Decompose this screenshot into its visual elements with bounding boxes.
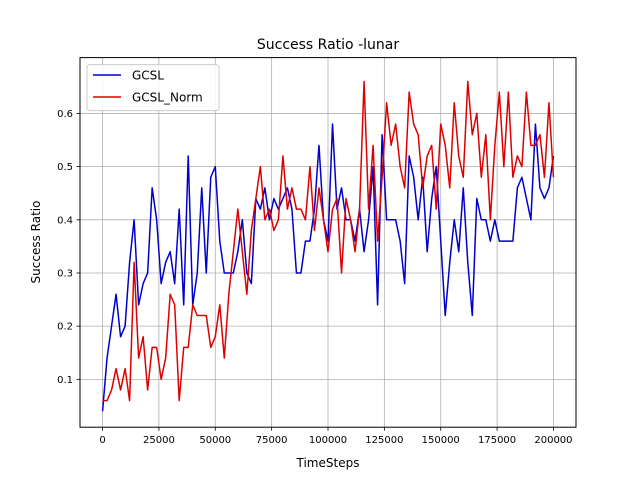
y-tick-label: 0.2	[57, 322, 73, 333]
y-tick-label: 0.5	[57, 162, 73, 173]
legend-box	[86, 64, 220, 112]
x-axis-label: TimeSteps	[296, 456, 360, 470]
x-tick-label: 175000	[478, 435, 516, 446]
x-axis-ticks: 0 25000 50000 75000 100000 125000 150000 175000…	[99, 427, 573, 446]
y-axis-ticks: 0.1 0.2 0.3 0.4 0.5 0.6	[57, 109, 80, 386]
x-tick-label: 25000	[143, 435, 175, 446]
x-tick-label: 0	[99, 435, 105, 446]
y-axis-label: Success Ratio	[29, 201, 43, 284]
x-tick-label: 150000	[422, 435, 460, 446]
x-tick-label: 125000	[365, 435, 403, 446]
y-tick-label: 0.4	[57, 215, 73, 226]
x-tick-label: 75000	[256, 435, 288, 446]
series-line-gcsl	[101, 123, 555, 412]
x-tick-label: 50000	[199, 435, 231, 446]
legend-label-gcsl-norm: GCSL_Norm	[132, 91, 203, 105]
series-line-gcsl-norm	[102, 80, 555, 402]
chart-title: Success Ratio -lunar	[257, 37, 399, 53]
y-tick-label: 0.6	[57, 109, 73, 120]
y-tick-label: 0.1	[57, 375, 73, 386]
series-layer	[101, 80, 555, 412]
x-tick-label: 100000	[309, 435, 347, 446]
legend-label-gcsl: GCSL	[132, 69, 164, 83]
x-tick-label: 200000	[534, 435, 572, 446]
legend: GCSL GCSL_Norm	[86, 64, 220, 112]
y-tick-label: 0.3	[57, 268, 73, 279]
